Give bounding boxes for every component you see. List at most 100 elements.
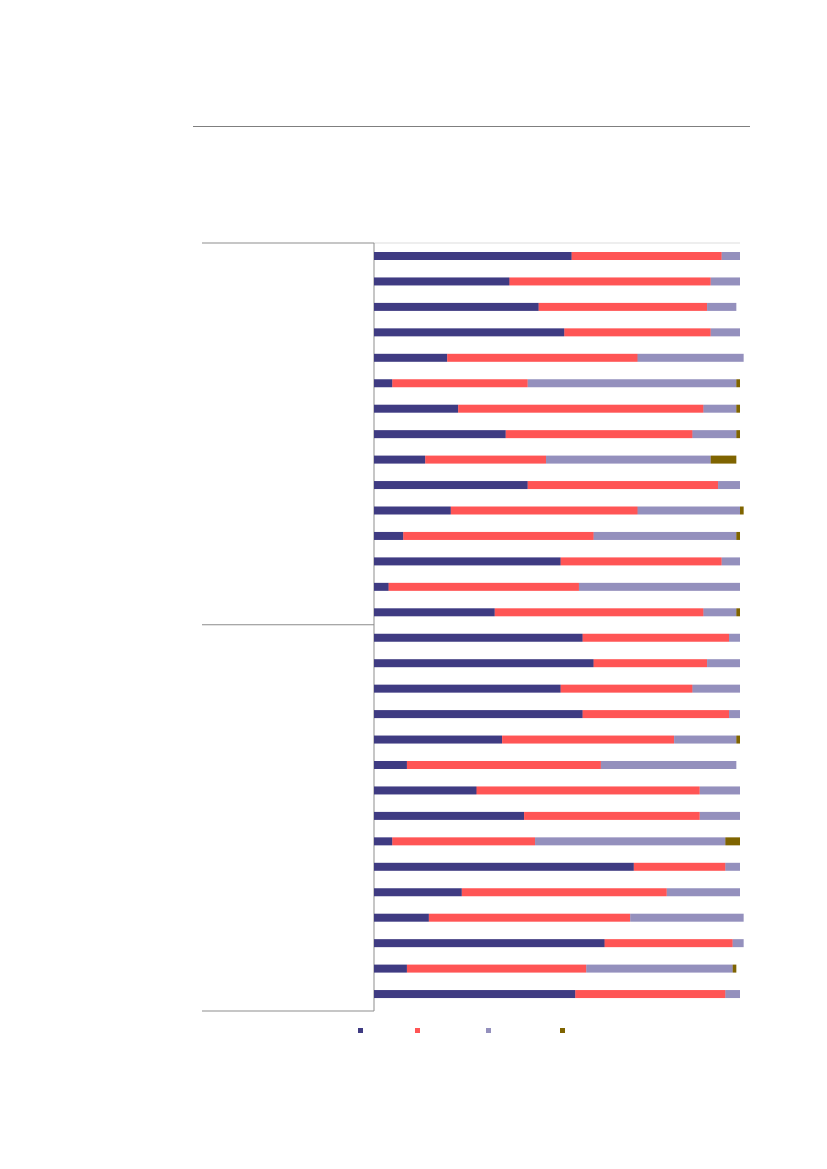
legend-swatch-3 (486, 1028, 491, 1033)
bar-r19-s2 (582, 710, 730, 719)
bar-r20-s3 (674, 735, 737, 744)
bar-r12-s4 (736, 531, 740, 540)
bar-r5-s3 (637, 353, 744, 362)
bar-r11-s3 (637, 506, 740, 515)
chart-frame (202, 242, 740, 1012)
bar-r7-s4 (736, 404, 740, 413)
bar-r11-s1 (374, 506, 451, 515)
legend-swatch-1 (358, 1028, 363, 1033)
bar-r21-s3 (600, 761, 737, 769)
bar-r19-s3 (729, 710, 740, 719)
bar-r22-s1 (374, 786, 477, 795)
bar-r30-s1 (374, 990, 576, 999)
bar-r14-s2 (388, 582, 579, 591)
bar-r6-s4 (736, 379, 740, 388)
bar-r5-s1 (374, 353, 448, 362)
bar-r22-s2 (476, 786, 700, 795)
bar-r12-s2 (403, 531, 594, 540)
bar-r23-s3 (699, 811, 740, 820)
bar-r29-s4 (732, 964, 737, 973)
bar-r25-s2 (633, 862, 726, 871)
bar-r9-s4 (710, 455, 737, 464)
bar-r2-s3 (710, 277, 740, 286)
bar-r30-s2 (575, 990, 726, 999)
bar-r3-s1 (374, 302, 539, 311)
bar-r17-s1 (374, 659, 594, 668)
bar-r10-s2 (527, 481, 719, 490)
bar-r20-s2 (502, 735, 675, 744)
bar-r12-s1 (374, 531, 404, 540)
bar-r1-s2 (571, 252, 722, 260)
bar-r13-s1 (374, 557, 561, 566)
bar-r16-s2 (582, 633, 730, 642)
legend-swatch-2 (415, 1028, 420, 1033)
bar-r15-s4 (736, 608, 740, 617)
bar-r1-s3 (721, 252, 740, 260)
bar-r26-s1 (374, 888, 462, 897)
bar-r6-s3 (527, 379, 737, 388)
bar-r30-s3 (725, 990, 740, 999)
bar-r24-s1 (374, 837, 393, 846)
bar-r5-s2 (447, 353, 638, 362)
bar-r26-s2 (461, 888, 667, 897)
bar-r9-s2 (425, 455, 547, 464)
bars-group (374, 252, 744, 999)
bar-r28-s2 (604, 939, 733, 948)
bar-r7-s1 (374, 404, 459, 413)
bar-r24-s4 (725, 837, 740, 846)
bar-r8-s1 (374, 430, 506, 439)
bar-r28-s1 (374, 939, 605, 948)
bar-r11-s2 (450, 506, 638, 515)
header-rule (193, 126, 750, 127)
legend-swatch-4 (560, 1028, 565, 1033)
bar-r2-s2 (509, 277, 711, 286)
bar-r2-s1 (374, 277, 510, 286)
bar-r16-s3 (729, 633, 740, 642)
bar-r15-s1 (374, 608, 495, 617)
bar-r8-s4 (736, 430, 740, 439)
bar-r6-s2 (392, 379, 528, 388)
bar-r19-s1 (374, 710, 583, 719)
bar-r12-s3 (593, 531, 737, 540)
bar-r13-s2 (560, 557, 722, 566)
bar-r27-s2 (428, 913, 631, 922)
bar-r24-s2 (392, 837, 536, 846)
bar-r29-s3 (586, 964, 733, 973)
bar-r16-s1 (374, 633, 583, 642)
bar-r23-s1 (374, 811, 525, 820)
bar-r7-s3 (703, 404, 737, 413)
bar-r7-s2 (458, 404, 704, 413)
bar-r9-s3 (546, 455, 711, 464)
bar-r10-s1 (374, 481, 528, 490)
bar-r25-s3 (725, 862, 740, 871)
legend (358, 1028, 565, 1033)
bar-r15-s3 (703, 608, 737, 617)
bar-r14-s1 (374, 582, 389, 591)
bar-r26-s3 (666, 888, 740, 897)
bar-r14-s3 (578, 582, 740, 591)
bar-r4-s1 (374, 328, 565, 337)
bar-r13-s3 (721, 557, 740, 566)
bar-r11-s4 (740, 506, 744, 515)
bar-r27-s3 (630, 913, 744, 922)
bar-r24-s3 (535, 837, 726, 846)
bar-r25-s1 (374, 862, 634, 871)
bar-r28-s3 (732, 939, 744, 948)
bar-r22-s3 (699, 786, 740, 795)
bar-r4-s2 (564, 328, 711, 337)
bar-r10-s3 (718, 481, 740, 490)
bar-r9-s1 (374, 455, 426, 464)
bar-r8-s2 (505, 430, 693, 439)
bar-r20-s4 (736, 735, 740, 744)
bar-r4-s3 (710, 328, 740, 337)
bar-r3-s2 (538, 302, 708, 311)
bar-r21-s1 (374, 761, 407, 769)
bar-r18-s3 (692, 684, 740, 693)
bar-r18-s1 (374, 684, 561, 693)
bar-r18-s2 (560, 684, 693, 693)
bar-r21-s2 (406, 761, 601, 769)
bar-r17-s3 (707, 659, 740, 668)
bar-r15-s2 (494, 608, 704, 617)
bar-r17-s2 (593, 659, 708, 668)
